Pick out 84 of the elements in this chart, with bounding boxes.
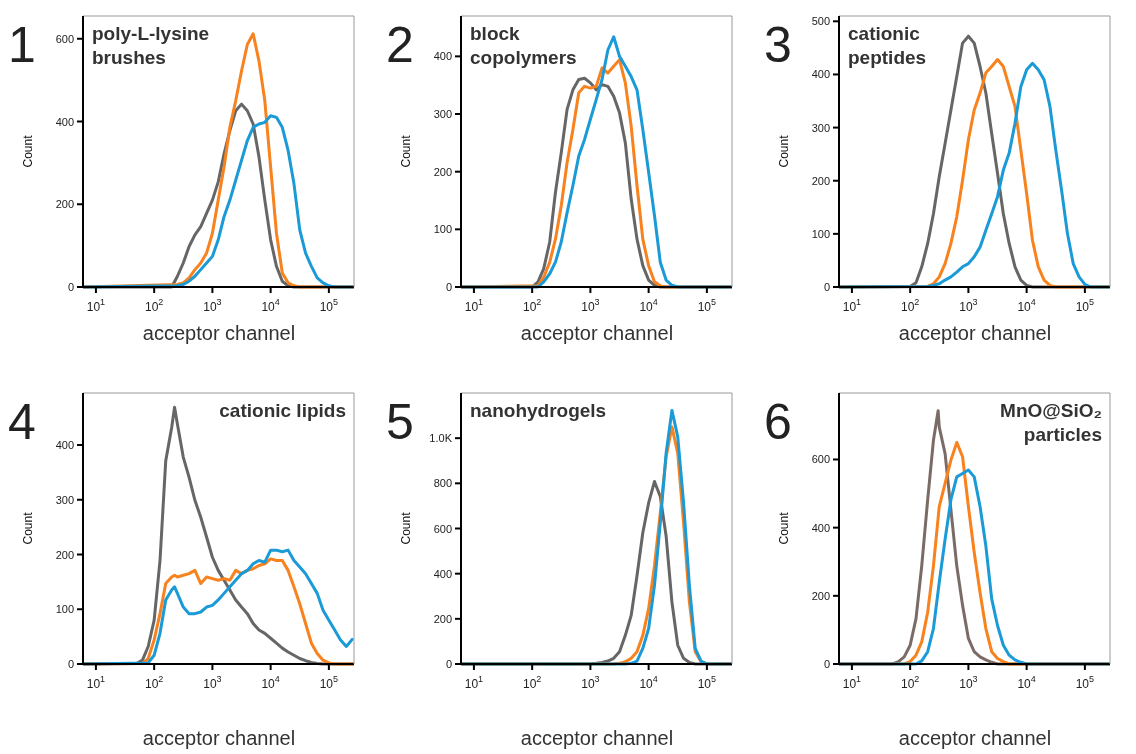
y-tick-label: 0	[445, 281, 452, 293]
chart-title: nanohydrogels	[470, 399, 607, 423]
y-axis-title: Count	[399, 134, 414, 168]
text: 4	[8, 394, 36, 450]
x-tick-label: 10$^{1}$	[86, 674, 106, 691]
y-tick-label: 100	[811, 227, 830, 240]
y-tick-label: 0	[823, 658, 830, 670]
y-tick-label: 600	[433, 522, 452, 535]
y-tick-label: 400	[433, 567, 452, 580]
y-tick-label: 400	[811, 521, 830, 534]
y-tick-label: 400	[55, 115, 74, 128]
x-tick-label: 10$^{1}$	[842, 297, 862, 314]
x-tick-label: 10$^{3}$	[581, 674, 600, 691]
y-tick-label: 0	[67, 658, 74, 670]
x-tick-label: 10$^{2}$	[144, 297, 164, 314]
y-tick-label: 0	[67, 281, 74, 293]
y-tick-label: 200	[55, 198, 74, 211]
y-tick-label: 1.0K	[429, 432, 453, 445]
x-tick-label: 10$^{5}$	[697, 674, 717, 691]
y-tick-label: 800	[433, 477, 452, 490]
x-tick-label: 10$^{2}$	[144, 674, 164, 691]
y-tick-label: 200	[811, 174, 830, 187]
y-tick-label: 600	[811, 453, 830, 466]
x-axis-title: acceptor channel	[141, 727, 297, 750]
y-tick-label: 300	[55, 493, 74, 506]
x-tick-label: 10$^{2}$	[522, 297, 542, 314]
x-tick-label: 10$^{4}$	[1017, 297, 1036, 314]
x-tick-label: 10$^{1}$	[464, 297, 484, 314]
x-tick-label: 10$^{1}$	[86, 297, 106, 314]
y-tick-label: 300	[433, 108, 452, 121]
x-tick-label: 10$^{5}$	[1075, 297, 1095, 314]
x-tick-label: 10$^{2}$	[522, 674, 542, 691]
text: 6	[764, 394, 792, 450]
text: poly-L-lysine brushes	[92, 22, 211, 70]
x-tick-label: 10$^{4}$	[1017, 674, 1036, 691]
y-tick-label: 400	[55, 439, 74, 452]
x-tick-label: 10$^{3}$	[959, 297, 978, 314]
y-axis-title: Count	[21, 511, 36, 545]
y-tick-label: 200	[55, 548, 74, 561]
y-tick-label: 0	[823, 281, 830, 293]
y-tick-label: 200	[811, 589, 830, 602]
text: 3	[764, 17, 792, 73]
y-tick-label: 0	[445, 658, 452, 670]
x-tick-label: 10$^{4}$	[639, 674, 658, 691]
text: cationic peptides	[848, 22, 928, 70]
x-tick-label: 10$^{3}$	[203, 674, 222, 691]
x-tick-label: 10$^{4}$	[639, 297, 658, 314]
x-axis-title: acceptor channel	[519, 727, 675, 750]
y-tick-label: 100	[55, 603, 74, 616]
x-tick-label: 10$^{3}$	[203, 297, 222, 314]
y-axis-title: Count	[777, 511, 792, 545]
text: 5	[386, 394, 414, 450]
y-axis-title: Count	[399, 511, 414, 545]
x-tick-label: 10$^{1}$	[842, 674, 862, 691]
y-tick-label: 300	[811, 121, 830, 134]
x-tick-label: 10$^{4}$	[261, 674, 280, 691]
text: block copolymers	[470, 22, 578, 70]
x-tick-label: 10$^{2}$	[900, 674, 920, 691]
y-axis-title: Count	[21, 134, 36, 168]
x-tick-label: 10$^{5}$	[697, 297, 717, 314]
x-tick-label: 10$^{5}$	[319, 674, 339, 691]
x-axis-title: acceptor channel	[897, 322, 1053, 345]
x-tick-label: 10$^{2}$	[900, 297, 920, 314]
text: 2	[386, 17, 414, 73]
y-tick-label: 200	[433, 612, 452, 625]
x-axis-title: acceptor channel	[897, 727, 1053, 750]
text: 1	[8, 17, 36, 73]
x-tick-label: 10$^{4}$	[261, 297, 280, 314]
y-tick-label: 400	[433, 50, 452, 63]
y-tick-label: 100	[433, 223, 452, 236]
x-axis-title: acceptor channel	[519, 322, 675, 345]
x-tick-label: 10$^{5}$	[1075, 674, 1095, 691]
chart-title: cationic lipids	[218, 399, 346, 423]
y-axis-title: Count	[777, 134, 792, 168]
x-tick-label: 10$^{3}$	[581, 297, 600, 314]
y-tick-label: 400	[811, 68, 830, 81]
x-tick-label: 10$^{3}$	[959, 674, 978, 691]
y-tick-label: 200	[433, 165, 452, 178]
x-axis-title: acceptor channel	[141, 322, 297, 345]
x-tick-label: 10$^{5}$	[319, 297, 339, 314]
text: MnO@SiO₂ particles	[999, 399, 1102, 447]
y-tick-label: 500	[811, 15, 830, 28]
y-tick-label: 600	[55, 32, 74, 45]
x-tick-label: 10$^{1}$	[464, 674, 484, 691]
